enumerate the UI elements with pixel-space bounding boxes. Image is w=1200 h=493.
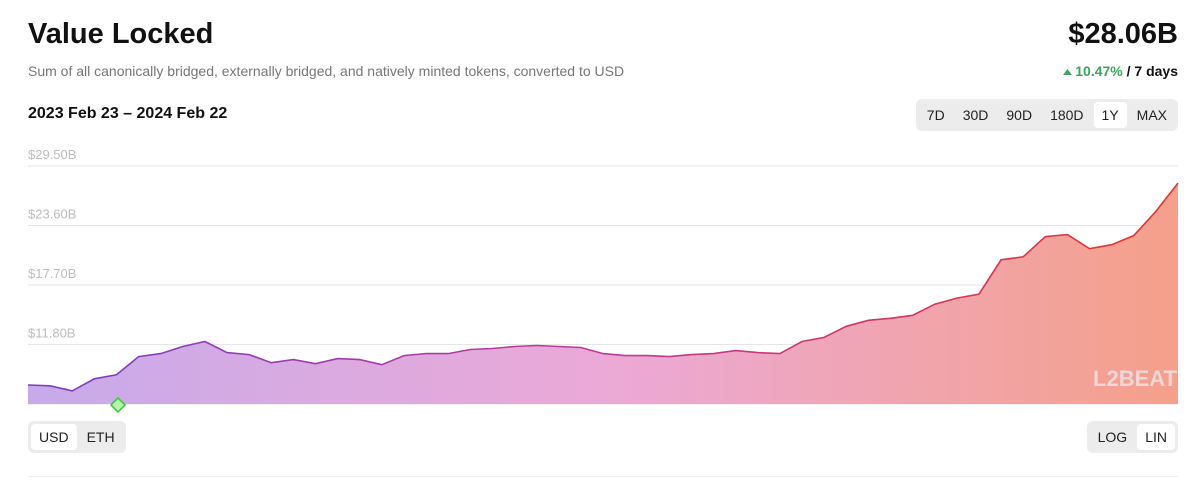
title: Value Locked bbox=[28, 18, 214, 50]
toggle-button[interactable]: 7D bbox=[926, 107, 945, 123]
y-tick-label: $29.50B bbox=[28, 147, 76, 162]
date-range: 2023 Feb 23 – 2024 Feb 22 bbox=[28, 105, 228, 122]
area bbox=[28, 183, 1178, 404]
divider bbox=[28, 476, 1178, 477]
change: 10.47% bbox=[1075, 63, 1123, 79]
y-tick-label: $23.60B bbox=[28, 207, 76, 222]
toggle-button[interactable]: 1Y bbox=[1093, 102, 1127, 128]
subtitle: Sum of all canonically bridged, external… bbox=[28, 63, 625, 79]
toggle-button[interactable]: USD bbox=[31, 424, 77, 450]
up-arrow bbox=[1063, 69, 1073, 75]
line bbox=[27, 182, 1179, 392]
watermark: L2BEAT bbox=[1093, 366, 1177, 391]
change-period: / 7 days bbox=[1126, 63, 1178, 79]
timeframe-group: 7D 30D 90D 180D 1Y MAX bbox=[915, 99, 1178, 131]
scale-group: LOG LIN bbox=[1086, 421, 1178, 453]
y-tick-label: $17.70B bbox=[28, 266, 76, 281]
y-tick-label: $11.80B bbox=[28, 326, 75, 341]
event-marker[interactable] bbox=[109, 396, 127, 414]
change-line: 10.47% / 7 days bbox=[1063, 63, 1178, 79]
toggle-button[interactable]: LOG bbox=[1097, 429, 1128, 445]
toggle-button[interactable]: 30D bbox=[962, 107, 989, 123]
unit-group: USD ETH bbox=[28, 421, 126, 453]
toggle-button[interactable]: 180D bbox=[1050, 107, 1084, 123]
toggle-button[interactable]: 90D bbox=[1006, 107, 1033, 123]
total-value: $28.06B bbox=[1068, 18, 1178, 50]
toggle-button[interactable]: LIN bbox=[1137, 424, 1175, 450]
toggle-button[interactable]: MAX bbox=[1136, 107, 1167, 123]
toggle-button[interactable]: ETH bbox=[86, 429, 115, 445]
